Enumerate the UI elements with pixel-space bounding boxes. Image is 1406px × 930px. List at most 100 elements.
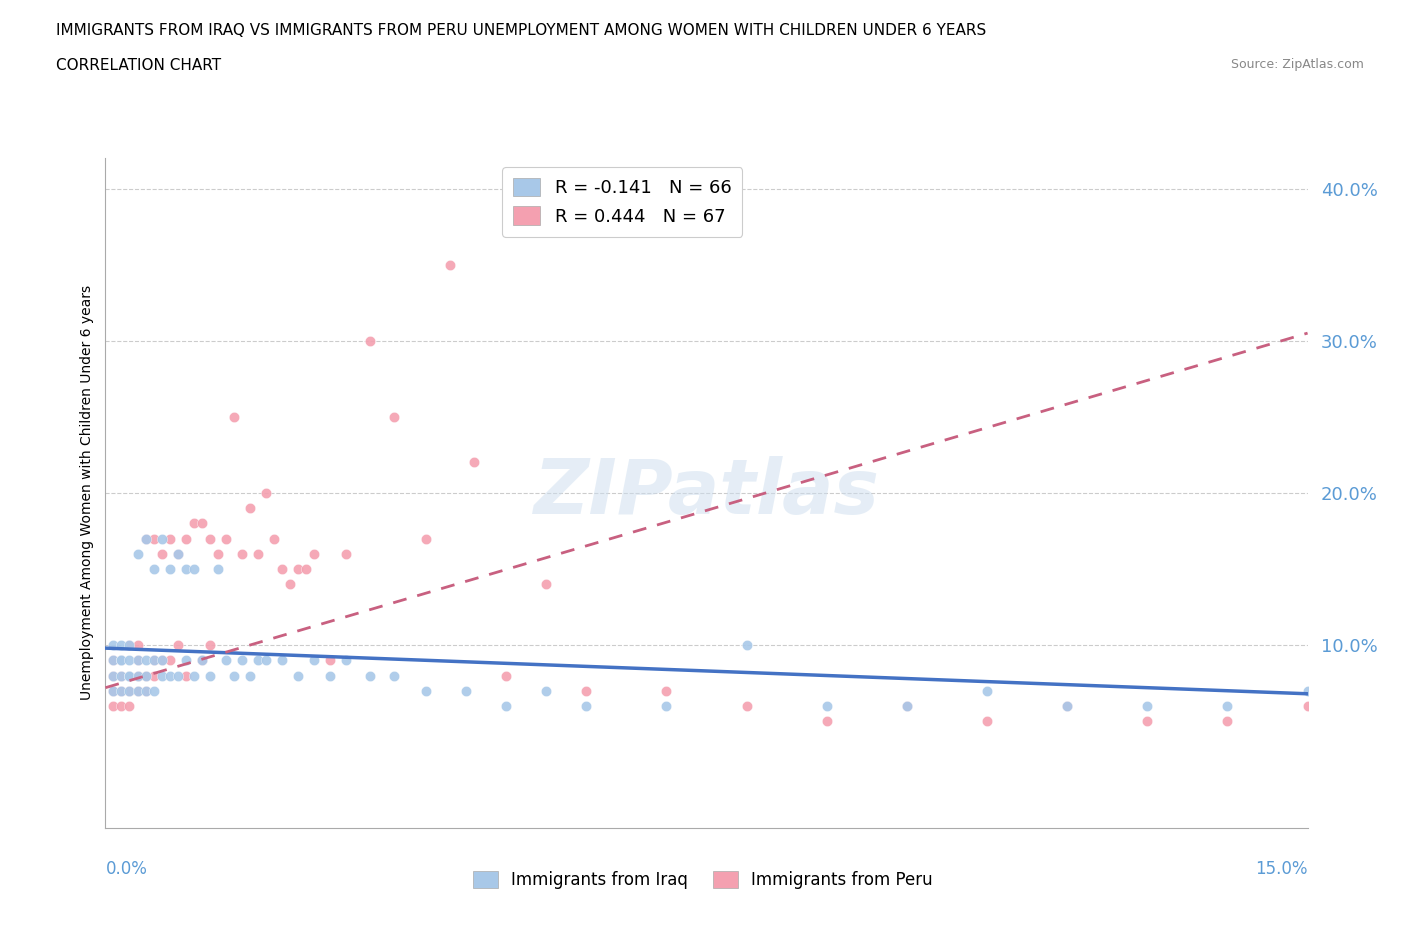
Point [655, 684, 678, 698]
Point [142, 562, 165, 577]
Text: IMMIGRANTS FROM IRAQ VS IMMIGRANTS FROM PERU UNEMPLOYMENT AMONG WOMEN WITH CHILD: IMMIGRANTS FROM IRAQ VS IMMIGRANTS FROM … [56, 23, 987, 38]
Point [103, 684, 125, 698]
Point [382, 409, 405, 424]
Point [359, 333, 381, 348]
Point [1136, 713, 1159, 728]
Point [135, 531, 157, 546]
Point [166, 546, 188, 561]
Point [110, 653, 132, 668]
Point [222, 409, 245, 424]
Point [190, 653, 212, 668]
Point [150, 653, 173, 668]
Point [110, 684, 132, 698]
Text: 15.0%: 15.0% [1256, 860, 1308, 878]
Point [246, 546, 269, 561]
Point [1056, 698, 1078, 713]
Point [254, 653, 277, 668]
Point [150, 546, 173, 561]
Point [174, 653, 197, 668]
Point [150, 531, 173, 546]
Point [110, 668, 132, 683]
Point [359, 668, 381, 683]
Point [127, 638, 149, 653]
Text: Source: ZipAtlas.com: Source: ZipAtlas.com [1230, 58, 1364, 71]
Point [103, 668, 125, 683]
Point [896, 698, 918, 713]
Point [150, 653, 173, 668]
Point [319, 668, 342, 683]
Point [166, 546, 188, 561]
Point [135, 653, 157, 668]
Point [118, 668, 141, 683]
Point [190, 653, 212, 668]
Point [142, 653, 165, 668]
Point [1056, 698, 1078, 713]
Point [415, 684, 437, 698]
Point [166, 638, 188, 653]
Point [302, 653, 325, 668]
Point [534, 684, 557, 698]
Point [335, 653, 357, 668]
Point [183, 516, 205, 531]
Point [214, 531, 236, 546]
Point [239, 500, 262, 515]
Point [302, 546, 325, 561]
Point [127, 684, 149, 698]
Point [159, 653, 181, 668]
Point [110, 684, 132, 698]
Point [174, 531, 197, 546]
Point [335, 546, 357, 561]
Point [735, 638, 758, 653]
Y-axis label: Unemployment Among Women with Children Under 6 years: Unemployment Among Women with Children U… [80, 286, 94, 700]
Point [1296, 698, 1319, 713]
Point [103, 684, 125, 698]
Point [319, 653, 342, 668]
Point [534, 577, 557, 591]
Point [295, 562, 318, 577]
Point [1136, 698, 1159, 713]
Point [278, 577, 301, 591]
Point [415, 531, 437, 546]
Point [127, 546, 149, 561]
Point [118, 684, 141, 698]
Point [103, 638, 125, 653]
Legend: Immigrants from Iraq, Immigrants from Peru: Immigrants from Iraq, Immigrants from Pe… [467, 864, 939, 896]
Point [198, 638, 221, 653]
Point [270, 653, 292, 668]
Point [142, 531, 165, 546]
Point [976, 684, 998, 698]
Point [575, 684, 598, 698]
Point [110, 653, 132, 668]
Point [135, 531, 157, 546]
Point [263, 531, 285, 546]
Point [174, 668, 197, 683]
Point [103, 653, 125, 668]
Point [1216, 713, 1239, 728]
Text: ZIPatlas: ZIPatlas [533, 456, 880, 530]
Point [142, 668, 165, 683]
Point [270, 562, 292, 577]
Point [214, 653, 236, 668]
Point [118, 653, 141, 668]
Point [118, 698, 141, 713]
Point [159, 668, 181, 683]
Point [254, 485, 277, 500]
Point [735, 698, 758, 713]
Point [135, 684, 157, 698]
Legend: R = -0.141   N = 66, R = 0.444   N = 67: R = -0.141 N = 66, R = 0.444 N = 67 [502, 167, 742, 236]
Point [118, 668, 141, 683]
Point [142, 653, 165, 668]
Point [135, 668, 157, 683]
Point [231, 653, 253, 668]
Point [118, 668, 141, 683]
Point [190, 516, 212, 531]
Text: CORRELATION CHART: CORRELATION CHART [56, 58, 221, 73]
Point [103, 698, 125, 713]
Point [110, 638, 132, 653]
Text: 0.0%: 0.0% [105, 860, 148, 878]
Point [135, 684, 157, 698]
Point [127, 668, 149, 683]
Point [183, 562, 205, 577]
Point [439, 258, 461, 272]
Point [118, 638, 141, 653]
